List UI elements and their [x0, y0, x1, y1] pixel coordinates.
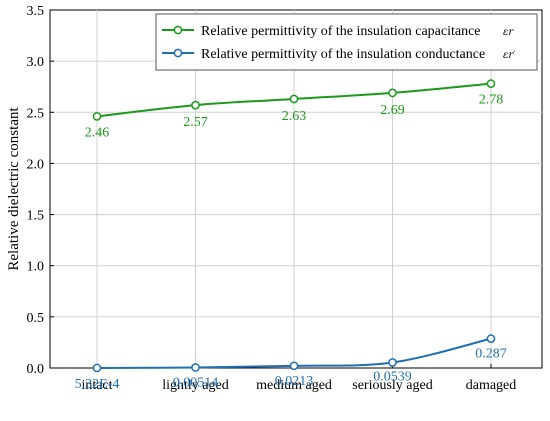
- data-point: [92, 363, 102, 373]
- data-point: [191, 100, 200, 110]
- x-tick-label: damaged: [466, 378, 517, 393]
- data-label: 0.0539: [373, 369, 412, 384]
- x-tick-label: intact: [81, 378, 112, 393]
- data-labels: 2.46 2.57 2.63 2.69 2.78 5.32E-4 0.00514 0.0213…: [75, 93, 507, 392]
- y-tick-label: 3.5: [27, 4, 45, 19]
- data-label: 2.46: [85, 125, 110, 140]
- y-tick-label: 3.0: [27, 55, 45, 70]
- x-tick-label: lightly aged: [162, 378, 229, 393]
- legend: Relative permittivity of the insulation …: [155, 13, 538, 71]
- y-tick-label: 1.0: [27, 260, 45, 275]
- data-label: 2.57: [183, 115, 208, 130]
- data-label: 2.63: [282, 109, 307, 124]
- legend-marker-2: [173, 48, 183, 58]
- x-tick-label: medium aged: [256, 378, 332, 393]
- data-point: [289, 361, 299, 371]
- data-point: [388, 358, 397, 367]
- x-ticks: intact lightly aged medium aged seriously a…: [81, 364, 516, 393]
- y-ticks: 0.0 0.5 1.0 1.5 2.0 2.5 3.0 3.5: [27, 4, 54, 377]
- y-tick-label: 0.0: [27, 362, 45, 377]
- y-axis-label: Relative dielectric constant: [6, 107, 22, 271]
- legend-label-1: Relative permittivity of the insulation …: [201, 24, 481, 39]
- data-label: 2.69: [380, 103, 405, 118]
- data-point: [92, 112, 102, 121]
- data-label: 0.00514: [173, 375, 219, 390]
- data-point: [486, 79, 496, 88]
- y-tick-label: 2.0: [27, 157, 45, 172]
- legend-symbol-2: εr′: [503, 50, 516, 61]
- x-tick-label: seriously aged: [352, 378, 432, 393]
- series-layer: [92, 79, 496, 373]
- legend-symbol-1: εr: [503, 27, 514, 38]
- data-point: [191, 363, 200, 372]
- data-label: 0.0213: [275, 374, 314, 389]
- legend-label-2: Relative permittivity of the insulation …: [201, 47, 485, 62]
- data-label: 0.287: [475, 347, 507, 362]
- y-tick-label: 2.5: [27, 106, 45, 121]
- data-point: [289, 94, 299, 104]
- data-label: 2.78: [479, 93, 504, 108]
- data-label: 5.32E-4: [75, 377, 120, 392]
- y-tick-label: 1.5: [27, 209, 45, 224]
- data-point: [388, 88, 397, 98]
- legend-box: [155, 13, 538, 71]
- y-tick-label: 0.5: [27, 311, 45, 326]
- legend-marker-1: [173, 25, 183, 35]
- data-point: [486, 334, 496, 343]
